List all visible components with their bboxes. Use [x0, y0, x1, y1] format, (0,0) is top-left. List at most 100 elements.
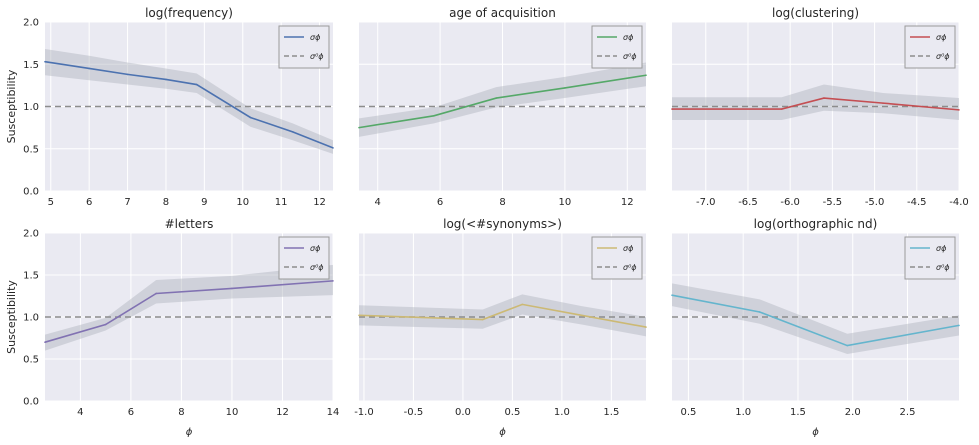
- x-tick-label: 7: [124, 197, 130, 208]
- y-tick-label: 2.0: [23, 229, 39, 240]
- x-tick-label: 6: [86, 197, 92, 208]
- data-point: [332, 147, 334, 149]
- x-tick-label: -5.5: [823, 197, 843, 208]
- legend-reference-label: σ⁰ϕ: [936, 52, 950, 61]
- data-point: [195, 83, 198, 86]
- data-point: [671, 294, 673, 296]
- data-point: [645, 74, 647, 77]
- confidence-band: [359, 294, 646, 337]
- x-tick-label: 4: [375, 197, 381, 208]
- x-tick-label: 12: [313, 197, 326, 208]
- x-tick-label: -4.0: [949, 197, 969, 208]
- legend-box: [278, 236, 330, 280]
- legend: σϕ σ⁰ϕ: [278, 236, 330, 280]
- legend-box: [591, 236, 643, 280]
- data-point: [958, 324, 960, 327]
- x-tick-label: 1.0: [735, 407, 751, 418]
- data-point: [291, 131, 294, 133]
- y-tick-label: 0.0: [23, 397, 39, 408]
- x-tick-label: 14: [327, 407, 340, 418]
- y-tick-label: 1.0: [23, 313, 39, 324]
- legend-reference-label: σ⁰ϕ: [623, 263, 637, 272]
- x-tick-label: -7.0: [696, 197, 716, 208]
- legend: σϕ σ⁰ϕ: [591, 236, 643, 280]
- subplot-title: log(clustering): [772, 6, 859, 20]
- subplot-6: log(orthographic nd) 0.5 1.0 1.5 2.0 2.5 ϕ σϕ σ⁰…: [671, 217, 960, 438]
- x-tick-label: 12: [276, 407, 289, 418]
- data-point: [155, 292, 157, 295]
- legend: σϕ σ⁰ϕ: [904, 236, 956, 280]
- subplot-title: #letters: [165, 217, 214, 231]
- y-tick-label: 1.5: [23, 60, 39, 71]
- legend-box: [904, 236, 956, 280]
- data-point: [332, 280, 334, 282]
- x-tick-label: 8: [499, 197, 505, 208]
- data-point: [780, 108, 783, 110]
- confidence-band: [672, 283, 959, 354]
- x-tick-label: -5.0: [865, 197, 885, 208]
- legend-series-label: σϕ: [936, 244, 947, 253]
- legend-box: [591, 25, 643, 69]
- data-point: [645, 326, 647, 328]
- x-tick-label: 5: [48, 197, 54, 208]
- x-tick-label: 1.5: [790, 407, 806, 418]
- y-tick-label: 1.0: [23, 102, 39, 113]
- legend: σϕ σ⁰ϕ: [904, 25, 956, 69]
- legend-reference-label: σ⁰ϕ: [623, 52, 637, 61]
- y-tick-label: 0.5: [23, 144, 39, 155]
- series-line: [44, 60, 334, 149]
- data-point: [358, 314, 360, 317]
- data-point: [882, 102, 884, 104]
- x-tick-label: 8: [178, 407, 184, 418]
- data-point: [521, 303, 524, 306]
- x-tick-label: 11: [275, 197, 288, 208]
- x-tick-label: 10: [236, 197, 249, 208]
- confidence-band: [45, 49, 333, 154]
- data-point: [126, 73, 129, 76]
- x-tick-label: 0.0: [455, 407, 471, 418]
- confidence-band: [359, 62, 646, 137]
- x-tick-label: 0.5: [504, 407, 520, 418]
- legend-reference-label: σ⁰ϕ: [310, 52, 324, 61]
- subplot-title: log(orthographic nd): [754, 217, 878, 231]
- subplot-4: #letters 4 6 8 10 12 14 0.0 0.5 1.0 1.5 2.0 Suscepti…: [5, 217, 339, 438]
- x-tick-label: 2.5: [900, 407, 916, 418]
- legend-series-label: σϕ: [310, 244, 321, 253]
- x-tick-label: -0.5: [404, 407, 424, 418]
- subplot-1: log(frequency) 5 6 7 8 9 10 11 12 0.0 0.5 1.0 1.5 2.0…: [5, 6, 334, 208]
- data-point: [580, 314, 583, 317]
- data-point: [88, 67, 90, 70]
- subplot-2: age of acquisition 4 6 8 10 12 σϕ σ⁰ϕ: [358, 6, 647, 208]
- data-point: [495, 97, 498, 99]
- x-tick-label: 1.0: [554, 407, 570, 418]
- x-tick-label: 2.0: [845, 407, 861, 418]
- x-tick-label: -6.5: [738, 197, 758, 208]
- x-tick-label: 10: [559, 197, 572, 208]
- x-axis-label: ϕ: [499, 427, 506, 438]
- legend-series-label: σϕ: [623, 33, 634, 42]
- y-tick-label: 1.5: [23, 271, 39, 282]
- legend-series-label: σϕ: [310, 33, 321, 42]
- x-tick-label: -6.0: [780, 197, 800, 208]
- legend: σϕ σ⁰ϕ: [278, 25, 330, 69]
- data-point: [358, 126, 360, 129]
- subplot-title: log(frequency): [145, 6, 233, 20]
- data-point: [165, 78, 167, 81]
- x-tick-label: 10: [226, 407, 239, 418]
- x-tick-label: 12: [621, 197, 634, 208]
- confidence-band: [672, 84, 959, 121]
- y-axis-label: Susceptibility: [5, 69, 18, 143]
- subplot-5: log(<#synonyms>)-1.0 -0.5 0.0 0.5 1.0 1.5ϕσϕσ…: [354, 217, 647, 438]
- x-tick-label: 9: [201, 197, 207, 208]
- x-tick-label: 1.5: [603, 407, 619, 418]
- legend-box: [904, 25, 956, 69]
- data-point: [433, 114, 435, 117]
- data-point: [958, 109, 960, 111]
- data-point: [671, 108, 673, 110]
- legend-series-label: σϕ: [623, 244, 634, 253]
- data-point: [44, 341, 46, 344]
- data-point: [104, 323, 107, 326]
- data-point: [846, 344, 849, 347]
- legend-series-label: σϕ: [936, 33, 947, 42]
